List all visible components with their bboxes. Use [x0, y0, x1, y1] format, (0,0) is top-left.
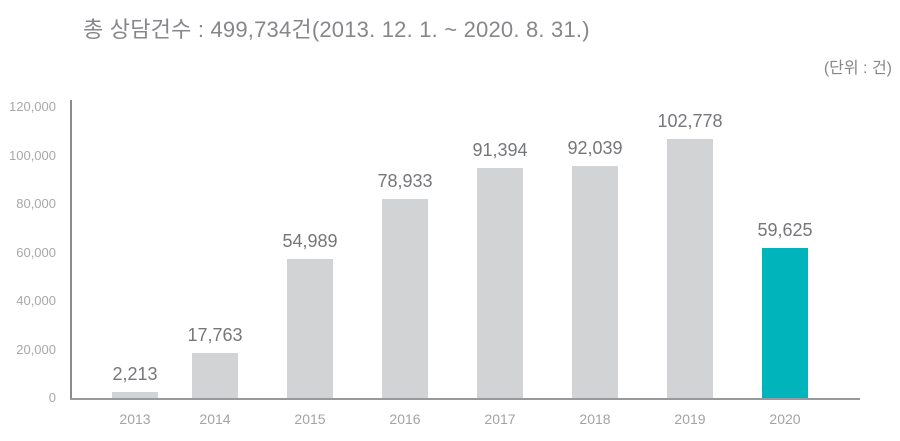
y-axis-tick-120000: 120,000 — [9, 99, 56, 114]
y-axis-tick-20000: 20,000 — [16, 341, 56, 357]
y-axis-tick-80000: 80,000 — [16, 196, 56, 211]
bar-2017 — [477, 168, 523, 398]
value-label-2014: 17,763 — [187, 325, 243, 345]
value-label-2013: 2,213 — [112, 364, 158, 384]
y-axis-line — [70, 100, 72, 400]
value-label-2017: 91,394 — [472, 140, 528, 160]
y-axis-tick-0: 0 — [48, 390, 56, 405]
value-label-2020: 59,625 — [757, 220, 813, 240]
x-axis-label-2016: 2016 — [389, 411, 421, 427]
chart-title: 총 상담건수 : 499,734건(2013. 12. 1. ~ 2020. 8… — [83, 17, 590, 42]
value-label-2019: 102,778 — [657, 111, 723, 131]
y-axis-tick-100000: 100,000 — [9, 147, 56, 163]
bar-2019 — [667, 139, 713, 398]
y-axis-tick-60000: 60,000 — [16, 244, 56, 260]
bar-2014 — [192, 353, 238, 398]
x-axis-label-2015: 2015 — [294, 411, 326, 427]
bar-2016 — [382, 199, 428, 398]
x-axis-label-2019: 2019 — [674, 411, 706, 427]
bar-2018 — [572, 166, 618, 398]
bar-2020 — [762, 248, 808, 398]
x-axis-baseline — [70, 398, 860, 400]
unit-label: (단위 : 건) — [823, 60, 892, 77]
value-label-2015: 54,989 — [282, 231, 338, 251]
bar-2013 — [112, 392, 158, 398]
y-axis-tick-40000: 40,000 — [16, 293, 56, 308]
x-axis-label-2014: 2014 — [199, 411, 231, 427]
value-label-2016: 78,933 — [377, 171, 433, 191]
x-axis-label-2018: 2018 — [579, 411, 611, 427]
bar-2015 — [287, 259, 333, 398]
x-axis-label-2017: 2017 — [484, 411, 516, 427]
x-axis-label-2013: 2013 — [119, 411, 151, 427]
x-axis-label-2020: 2020 — [769, 411, 801, 427]
value-label-2018: 92,039 — [567, 138, 623, 158]
